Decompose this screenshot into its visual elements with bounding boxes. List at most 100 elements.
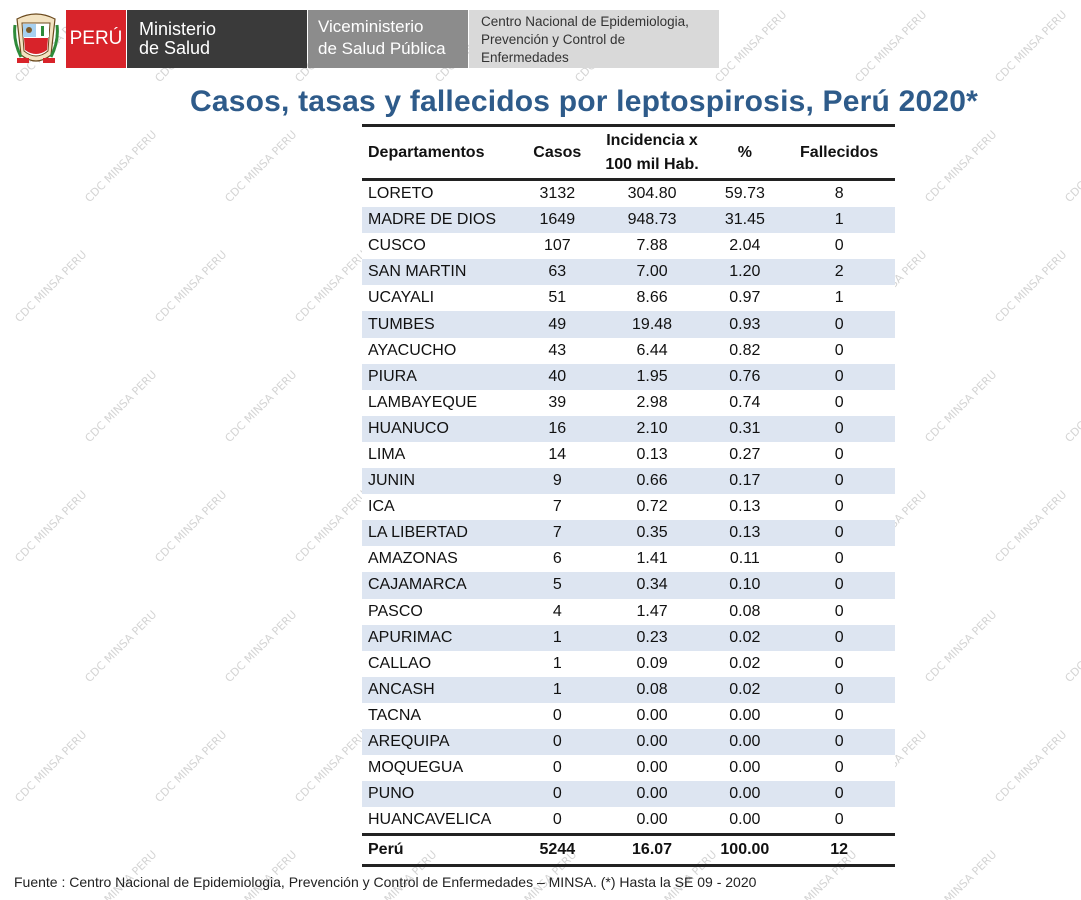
cell-incidencia: 0.08 (597, 676, 707, 703)
cell-incidencia: 19.48 (597, 311, 707, 338)
watermark-text: CDC MINSA PERU (992, 488, 1070, 565)
watermark-text: CDC MINSA PERU (152, 728, 230, 805)
cell-departamento: LIMA (362, 441, 517, 469)
cell-incidencia: 304.80 (597, 179, 707, 208)
cell-casos: 1 (516, 676, 598, 703)
cell-fallecidos: 0 (783, 572, 895, 599)
cell-fallecidos: 0 (783, 702, 895, 729)
table-row: PASCO 4 1.47 0.08 0 (362, 598, 895, 625)
cell-casos: 0 (516, 807, 598, 835)
cell-casos: 107 (516, 233, 598, 260)
cell-porcentaje: 0.74 (706, 389, 784, 416)
cell-departamento: LA LIBERTAD (362, 520, 517, 547)
watermark-text: CDC MINSA PERU (922, 848, 1000, 900)
header-departamentos: Departamentos (362, 124, 517, 181)
cell-fallecidos: 0 (783, 624, 895, 651)
header-incidencia: Incidencia x 100 mil Hab. (597, 124, 707, 181)
table-row: LAMBAYEQUE 39 2.98 0.74 0 (362, 389, 895, 416)
cell-casos: 3132 (516, 179, 598, 208)
cell-incidencia: 0.00 (597, 702, 707, 729)
cdc-label: Centro Nacional de Epidemiologia, Preven… (469, 10, 719, 68)
watermark-text: CDC MINSA PERU (82, 128, 160, 205)
total-incidencia: 16.07 (597, 833, 707, 868)
watermark-text: CDC MINSA PERU (922, 608, 1000, 685)
watermark-text: CDC MINSA PERU (12, 248, 90, 325)
cell-incidencia: 1.95 (597, 363, 707, 390)
page-title: Casos, tasas y fallecidos por leptospiro… (190, 85, 978, 118)
cell-departamento: ICA (362, 494, 517, 521)
viceministerio-label: Viceministerio de Salud Pública (308, 10, 468, 68)
watermark-text: CDC MINSA PERU (992, 248, 1070, 325)
cell-casos: 6 (516, 546, 598, 573)
cell-fallecidos: 0 (783, 520, 895, 547)
cell-incidencia: 8.66 (597, 285, 707, 312)
cell-fallecidos: 0 (783, 676, 895, 703)
cell-porcentaje: 1.20 (706, 259, 784, 286)
cell-fallecidos: 0 (783, 807, 895, 835)
cell-porcentaje: 0.00 (706, 781, 784, 808)
header-porcentaje: % (706, 124, 784, 181)
cell-fallecidos: 1 (783, 285, 895, 312)
cell-departamento: UCAYALI (362, 285, 517, 312)
cell-casos: 63 (516, 259, 598, 286)
cell-porcentaje: 0.17 (706, 468, 784, 495)
table-row: LORETO 3132 304.80 59.73 8 (362, 179, 895, 208)
cell-porcentaje: 0.00 (706, 702, 784, 729)
cell-porcentaje: 59.73 (706, 179, 784, 208)
table-row: AREQUIPA 0 0.00 0.00 0 (362, 728, 895, 756)
cell-porcentaje: 0.31 (706, 415, 784, 442)
cell-casos: 5 (516, 572, 598, 599)
cell-porcentaje: 0.08 (706, 598, 784, 625)
watermark-text: CDC MINSA PERU (12, 728, 90, 805)
cell-casos: 39 (516, 389, 598, 416)
watermark-text: CDC MINSA PERU (292, 488, 370, 565)
leptospirosis-table: Departamentos Casos Incidencia x 100 mil… (362, 124, 895, 868)
watermark-text: CDC MINSA PERU (292, 728, 370, 805)
cell-incidencia: 0.34 (597, 572, 707, 599)
table-header-row: Departamentos Casos Incidencia x 100 mil… (362, 124, 895, 181)
cell-porcentaje: 0.02 (706, 676, 784, 703)
cell-casos: 4 (516, 598, 598, 625)
table-row: AYACUCHO 43 6.44 0.82 0 (362, 337, 895, 364)
peru-label: PERÚ (66, 10, 126, 68)
cell-porcentaje: 0.27 (706, 441, 784, 469)
table-row: CALLAO 1 0.09 0.02 0 (362, 650, 895, 677)
cell-fallecidos: 0 (783, 650, 895, 677)
cell-departamento: JUNIN (362, 468, 517, 495)
cell-casos: 51 (516, 285, 598, 312)
cell-casos: 7 (516, 494, 598, 521)
total-fallecidos: 12 (783, 833, 895, 868)
cell-incidencia: 2.98 (597, 389, 707, 416)
cell-casos: 14 (516, 441, 598, 469)
cell-fallecidos: 0 (783, 598, 895, 625)
cell-casos: 0 (516, 728, 598, 756)
peru-coat-of-arms-icon (10, 10, 62, 66)
cell-fallecidos: 0 (783, 494, 895, 521)
watermark-text: CDC MINSA PERU (1062, 608, 1081, 685)
cell-departamento: APURIMAC (362, 624, 517, 651)
cell-incidencia: 0.23 (597, 624, 707, 651)
cell-departamento: TUMBES (362, 311, 517, 338)
cell-porcentaje: 2.04 (706, 233, 784, 260)
watermark-text: CDC MINSA PERU (152, 488, 230, 565)
table-row: JUNIN 9 0.66 0.17 0 (362, 468, 895, 495)
table-row: TUMBES 49 19.48 0.93 0 (362, 311, 895, 338)
watermark-text: CDC MINSA PERU (82, 608, 160, 685)
watermark-text: CDC MINSA PERU (222, 608, 300, 685)
cell-fallecidos: 0 (783, 337, 895, 364)
ministerio-label: Ministerio de Salud (127, 10, 307, 68)
watermark-text: CDC MINSA PERU (82, 368, 160, 445)
cell-departamento: CAJAMARCA (362, 572, 517, 599)
table-row: ICA 7 0.72 0.13 0 (362, 494, 895, 521)
cell-porcentaje: 0.93 (706, 311, 784, 338)
table-row: UCAYALI 51 8.66 0.97 1 (362, 285, 895, 312)
cell-departamento: MOQUEGUA (362, 755, 517, 782)
cell-casos: 40 (516, 363, 598, 390)
cell-incidencia: 0.00 (597, 755, 707, 782)
cell-incidencia: 7.00 (597, 259, 707, 286)
cell-incidencia: 948.73 (597, 207, 707, 234)
watermark-text: CDC MINSA PERU (12, 488, 90, 565)
cell-departamento: AYACUCHO (362, 337, 517, 364)
cell-fallecidos: 0 (783, 468, 895, 495)
cell-porcentaje: 31.45 (706, 207, 784, 234)
